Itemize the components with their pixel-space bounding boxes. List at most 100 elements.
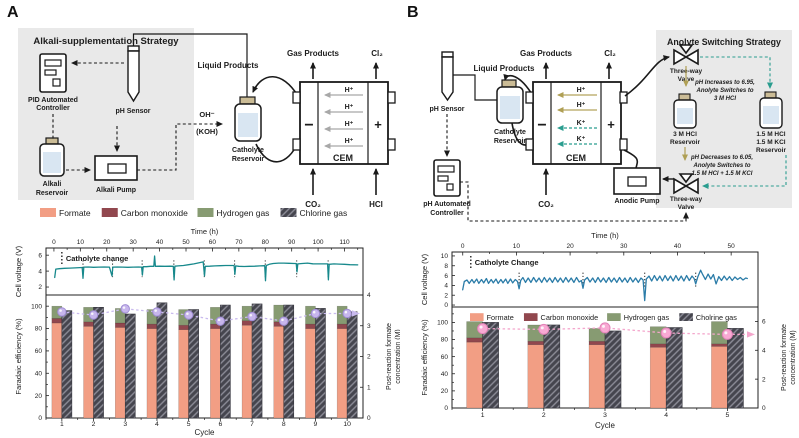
conc-axis-label2: concentration (M) xyxy=(395,329,400,383)
catholyte-reservoir-icon xyxy=(234,96,262,142)
time-tick-label: 110 xyxy=(339,239,350,246)
cycle-tick-label: 2 xyxy=(92,421,96,428)
fe-tick-label: 40 xyxy=(441,371,449,378)
time-tick-label: 70 xyxy=(235,239,243,246)
three-way-valve-bottom xyxy=(673,173,699,195)
cell-voltage-line xyxy=(54,255,359,282)
bar-carbon-monoxide xyxy=(527,340,545,345)
formate-conc-dot xyxy=(152,307,162,317)
legend-label: Formate xyxy=(59,208,91,218)
legend-swatch-hydrogen-gas xyxy=(197,208,214,217)
cycle-tick-label: 9 xyxy=(314,421,318,428)
mix-reservoir-label3: Reservoir xyxy=(756,147,786,154)
co2-label: CO₂ xyxy=(305,200,321,209)
oh-label: OH⁻ xyxy=(199,110,214,119)
mix-reservoir-label: 1.5 M HCl xyxy=(756,131,785,138)
bar-formate xyxy=(115,327,126,419)
cycle-tick-label: 5 xyxy=(726,412,730,419)
bar-group-cycle-10 xyxy=(336,305,358,419)
ph-decrease-note3: 1.5 M HCl + 1.5 M KCl xyxy=(692,171,753,177)
cell-to-pump-tube xyxy=(623,149,639,169)
formate-conc-dot xyxy=(477,323,489,335)
mix-reservoir-icon xyxy=(759,91,783,129)
bar-formate xyxy=(649,346,667,409)
valve-bottom-label2: Valve xyxy=(678,204,695,211)
hcl-label: HCl xyxy=(369,200,383,209)
cycle-axis-label: Cycle xyxy=(194,428,215,437)
conc-tick-label: 4 xyxy=(367,292,371,299)
conc-tick-label: 2 xyxy=(762,376,766,383)
sensor-to-bottle-line xyxy=(453,74,497,101)
bar-formate xyxy=(273,326,284,419)
formate-conc-dot xyxy=(57,307,67,317)
fe-tick-label: 20 xyxy=(35,393,43,400)
conc-axis-arrow xyxy=(747,331,755,338)
bar-carbon-monoxide xyxy=(466,337,483,343)
bar-formate xyxy=(83,326,94,419)
cycle-tick-label: 8 xyxy=(282,421,286,428)
cathode-minus: − xyxy=(537,117,546,134)
ph-sensor-label: pH Sensor xyxy=(115,108,150,115)
time-tick-label: 10 xyxy=(513,243,521,250)
anodic-pump-label: Anodic Pump xyxy=(614,198,659,205)
proton-flux-arrows xyxy=(324,92,363,149)
time-axis-label: Time (h) xyxy=(191,227,219,236)
bar-carbon-monoxide xyxy=(51,318,63,324)
cycle-axis-label: Cycle xyxy=(595,421,616,430)
conc-axis-label2: concentration (M) xyxy=(790,330,797,384)
bar-carbon-monoxide xyxy=(178,324,189,330)
ph-sensor-icon xyxy=(127,45,140,103)
bar-carbon-monoxide xyxy=(711,343,728,347)
voltage-tick-label: 4 xyxy=(38,268,42,275)
panel-b-diagram: Anolyte Switching Strategy pH Sensor Cat… xyxy=(423,30,792,222)
voltage-tick-label: 4 xyxy=(444,283,448,290)
formate-conc-dot xyxy=(538,323,550,335)
legend-swatch-formate xyxy=(470,313,484,321)
ph-controller-label: pH Automated xyxy=(423,201,471,208)
legend-swatch-hydrogen-gas xyxy=(607,313,621,321)
catholyte-reservoir-label2: Reservoir xyxy=(494,138,527,145)
bar-formate xyxy=(336,328,348,419)
h-plus-1: H⁺ xyxy=(577,87,586,94)
cycle-tick-label: 7 xyxy=(250,421,254,428)
gas-products-label: Gas Products xyxy=(287,49,340,58)
bar-carbon-monoxide xyxy=(305,323,316,329)
bar-carbon-monoxide xyxy=(649,343,667,348)
bar-group-cycle-3 xyxy=(588,328,622,409)
liquid-products-label: Liquid Products xyxy=(474,64,535,73)
legend-label: Formate xyxy=(487,313,514,322)
pid-controller-label: PID Automated xyxy=(28,97,78,104)
bar-formate xyxy=(711,346,728,409)
bar-carbon-monoxide xyxy=(115,322,126,328)
legend-swatch-chlorine-gas xyxy=(280,208,297,217)
ph-increase-note: pH Increases to 6.95, xyxy=(694,80,755,86)
ph-sensor-label: pH Sensor xyxy=(429,106,464,113)
bar-formate xyxy=(527,344,545,409)
bar-carbon-monoxide xyxy=(146,323,158,329)
cell-voltage-line xyxy=(462,269,748,302)
conc-axis-label: Post-reaction formate xyxy=(386,323,393,390)
h-plus-3: H⁺ xyxy=(345,121,354,128)
time-tick-label: 80 xyxy=(262,239,270,246)
ph-increase-note2: Anolyte Switches to xyxy=(695,88,753,94)
formate-conc-dot xyxy=(215,316,226,326)
formate-conc-dot xyxy=(660,327,672,339)
time-tick-label: 10 xyxy=(77,239,85,246)
bar-formate xyxy=(210,328,221,419)
cycle-tick-label: 6 xyxy=(218,421,222,428)
time-tick-label: 0 xyxy=(52,239,56,246)
time-tick-label: 40 xyxy=(674,243,682,250)
ph-sensor-icon xyxy=(441,51,454,102)
bar-formate xyxy=(305,328,316,419)
time-tick-label: 90 xyxy=(288,239,296,246)
time-tick-label: 30 xyxy=(620,243,628,250)
bar-chlorine xyxy=(727,328,744,409)
time-tick-label: 0 xyxy=(461,243,465,250)
cycle-tick-label: 1 xyxy=(60,421,64,428)
bar-chlorine xyxy=(604,330,622,409)
bar-group-cycle-3 xyxy=(115,308,136,419)
cl2-label: Cl₂ xyxy=(604,49,616,58)
formate-conc-dot xyxy=(120,304,130,314)
cycle-tick-label: 3 xyxy=(123,421,127,428)
time-tick-label: 40 xyxy=(156,239,164,246)
